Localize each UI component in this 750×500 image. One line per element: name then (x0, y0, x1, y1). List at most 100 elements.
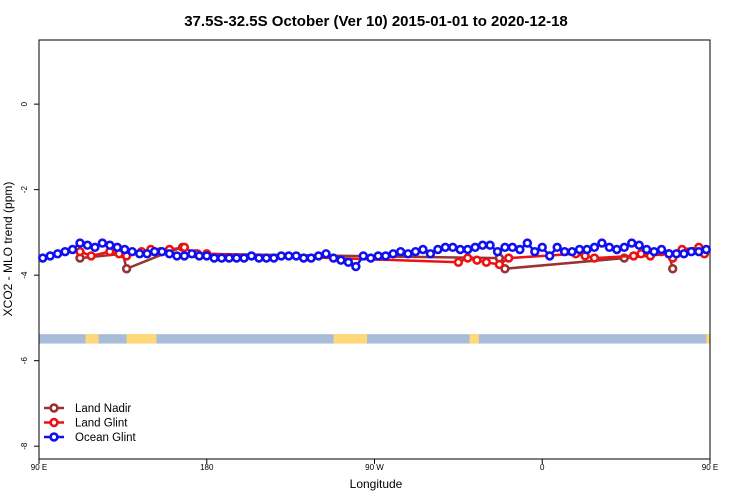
data-point-ocean-glint (202, 251, 212, 261)
data-point-ocean-glint (641, 244, 652, 255)
data-point-ocean-glint (500, 242, 510, 253)
data-point-ocean-glint (686, 246, 697, 257)
chart-title: 37.5S-32.5S October (Ver 10) 2015-01-01 … (184, 13, 568, 30)
data-point-ocean-glint (254, 253, 264, 263)
data-point-ocean-glint (351, 261, 361, 272)
y-tick-label: -2 (20, 186, 29, 194)
data-point-ocean-glint (306, 253, 316, 263)
x-tick-label: 180 (200, 463, 214, 472)
data-point-ocean-glint (194, 251, 204, 261)
data-point-land-glint (494, 259, 505, 270)
data-point-ocean-glint (507, 242, 518, 253)
land-band (333, 334, 368, 344)
data-point-ocean-glint (410, 246, 421, 257)
data-point-ocean-glint (462, 244, 473, 255)
series-ocean-glint (38, 238, 711, 272)
y-tick-label: -4 (20, 271, 29, 279)
data-point-ocean-glint (75, 238, 85, 248)
data-point-ocean-glint (567, 246, 577, 257)
data-point-ocean-glint (269, 253, 279, 263)
data-point-land-glint (75, 246, 85, 257)
data-point-ocean-glint (388, 249, 398, 259)
data-point-ocean-glint (522, 238, 533, 248)
data-point-ocean-glint (90, 242, 100, 253)
data-point-land-glint (179, 242, 190, 253)
data-point-ocean-glint (574, 244, 585, 255)
land-band (126, 334, 157, 344)
data-point-ocean-glint (619, 242, 629, 253)
data-point-land-glint (472, 255, 482, 265)
data-point-ocean-glint (664, 249, 674, 259)
legend-item: Land Glint (44, 418, 128, 430)
data-point-ocean-glint (515, 244, 525, 255)
data-point-ocean-glint (694, 246, 704, 257)
data-point-ocean-glint (366, 253, 376, 263)
data-point-ocean-glint (649, 246, 659, 257)
data-point-land-glint (628, 251, 639, 261)
data-point-ocean-glint (582, 244, 592, 255)
data-point-ocean-glint (157, 246, 167, 257)
data-point-ocean-glint (701, 244, 711, 255)
data-point-ocean-glint (537, 242, 547, 253)
y-axis-label: XCO2 - MLO trend (ppm) (1, 182, 15, 317)
data-point-ocean-glint (261, 253, 272, 263)
legend-label: Land Glint (75, 418, 128, 430)
data-point-land-glint (453, 257, 464, 268)
data-point-ocean-glint (373, 251, 383, 261)
x-tick-label: 90 E (702, 463, 718, 472)
data-point-ocean-glint (671, 249, 682, 259)
data-point-ocean-glint (246, 251, 257, 261)
x-axis: 90 E 180 90 W 0 90 E (31, 459, 718, 472)
data-point-ocean-glint (358, 251, 369, 261)
x-tick-label: 90 W (365, 463, 384, 472)
data-point-ocean-glint (589, 242, 600, 253)
data-point-ocean-glint (276, 251, 287, 261)
data-point-ocean-glint (149, 246, 160, 257)
data-point-ocean-glint (313, 251, 324, 261)
legend-item: Ocean Glint (44, 432, 137, 444)
data-point-ocean-glint (328, 253, 339, 263)
data-point-ocean-glint (634, 240, 644, 250)
data-point-ocean-glint (239, 253, 249, 263)
data-point-ocean-glint (656, 244, 667, 255)
data-point-ocean-glint (552, 242, 562, 253)
data-point-ocean-glint (164, 249, 175, 259)
data-point-ocean-glint (455, 244, 465, 255)
data-point-ocean-glint (224, 253, 234, 263)
data-point-ocean-glint (470, 242, 480, 253)
data-point-ocean-glint (530, 246, 540, 257)
series-layer (38, 238, 711, 274)
data-point-ocean-glint (142, 249, 152, 259)
land-band (85, 334, 99, 344)
x-axis-label: Longitude (350, 477, 403, 491)
x-tick-label: 90 E (31, 463, 47, 472)
data-point-ocean-glint (231, 253, 242, 263)
y-tick-label: -6 (20, 357, 29, 365)
data-point-ocean-glint (440, 242, 451, 253)
legend: Land Nadir Land Glint Ocean Glint (44, 403, 137, 444)
data-point-ocean-glint (291, 251, 301, 261)
data-point-ocean-glint (127, 246, 137, 257)
data-point-land-glint (462, 253, 473, 263)
legend-swatch-marker (49, 417, 59, 428)
data-point-ocean-glint (321, 249, 331, 259)
data-point-ocean-glint (448, 242, 458, 253)
data-point-ocean-glint (492, 246, 503, 257)
data-point-ocean-glint (425, 249, 436, 259)
data-point-ocean-glint (545, 251, 555, 261)
data-point-ocean-glint (38, 253, 48, 263)
data-point-ocean-glint (612, 244, 622, 255)
data-point-ocean-glint (477, 240, 488, 250)
data-point-ocean-glint (336, 255, 346, 265)
map-strip (39, 334, 710, 344)
data-point-land-nadir (668, 264, 678, 274)
data-point-ocean-glint (679, 249, 689, 259)
y-axis: 0 -2 -4 -6 -8 (20, 101, 39, 450)
ocean-band (39, 334, 710, 344)
data-point-land-nadir (121, 264, 132, 274)
data-point-ocean-glint (485, 240, 495, 250)
data-point-ocean-glint (82, 240, 93, 250)
data-point-ocean-glint (134, 249, 145, 259)
data-point-ocean-glint (298, 253, 309, 263)
legend-swatch-marker (49, 432, 59, 442)
